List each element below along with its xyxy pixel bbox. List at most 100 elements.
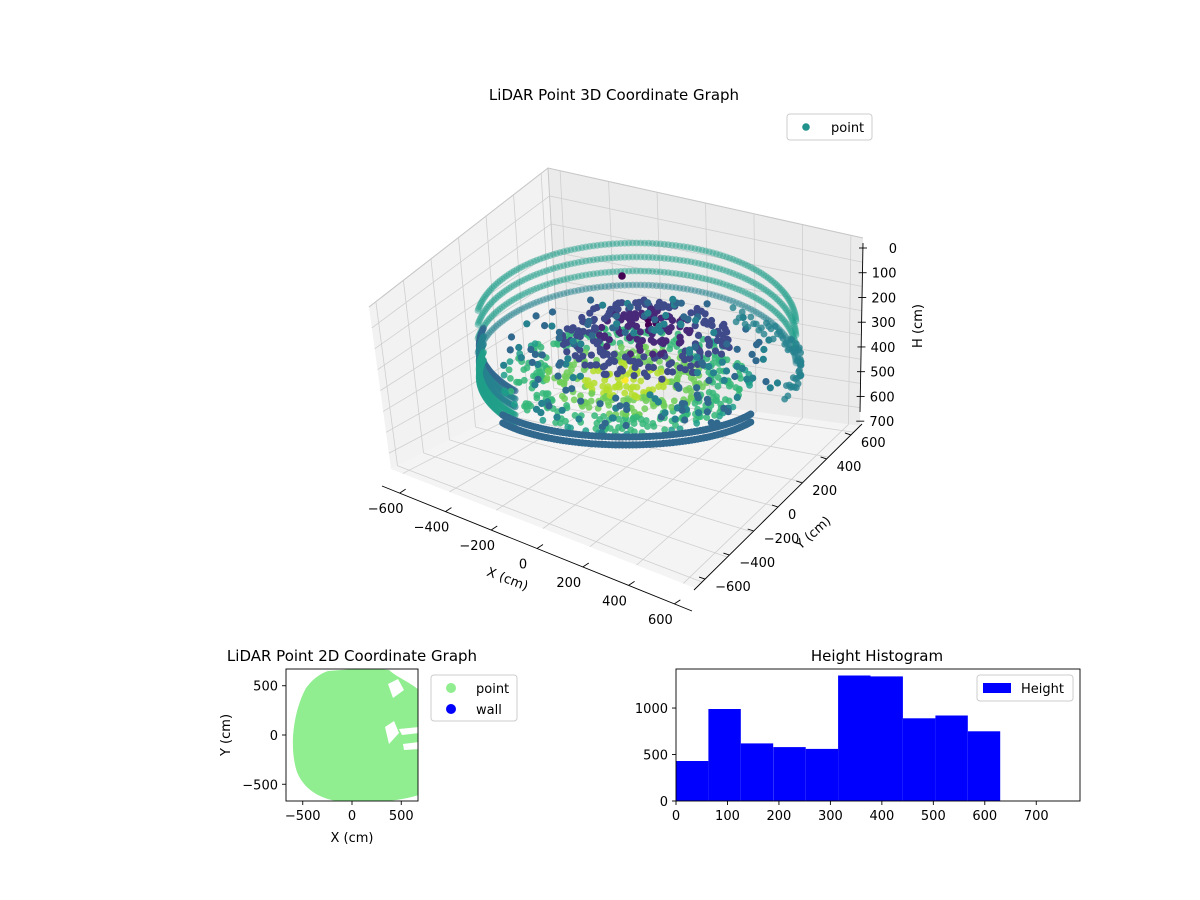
point-3d bbox=[543, 253, 550, 261]
point-3d bbox=[602, 370, 610, 378]
point-3d bbox=[719, 280, 727, 288]
point-3d bbox=[498, 289, 506, 297]
point-3d bbox=[792, 327, 799, 335]
point-3d bbox=[605, 254, 613, 262]
point-3d bbox=[586, 285, 593, 292]
point-3d bbox=[577, 397, 585, 405]
point-3d bbox=[713, 264, 720, 272]
point-3d bbox=[505, 284, 513, 292]
z-tick-label-3d: 600 bbox=[870, 390, 895, 405]
point-3d bbox=[660, 282, 668, 290]
point-3d bbox=[719, 266, 727, 274]
point-3d bbox=[660, 320, 668, 328]
point-3d bbox=[609, 254, 617, 262]
legend-label-point-2d: point bbox=[476, 682, 509, 697]
histogram-bar bbox=[903, 718, 936, 801]
point-3d bbox=[587, 296, 595, 304]
point-3d bbox=[786, 298, 794, 305]
point-3d bbox=[545, 368, 553, 376]
point-3d bbox=[747, 305, 755, 313]
point-3d bbox=[613, 383, 620, 390]
point-3d bbox=[578, 272, 586, 280]
point-3d bbox=[678, 406, 686, 414]
point-3d bbox=[498, 317, 506, 325]
point-3d bbox=[769, 278, 776, 285]
point-3d bbox=[741, 261, 749, 268]
point-3d bbox=[597, 241, 605, 249]
point-3d bbox=[527, 345, 535, 354]
point-3d bbox=[482, 319, 490, 327]
point-3d bbox=[752, 320, 760, 328]
z-axis-label-3d: H (cm) bbox=[911, 304, 926, 348]
gap-4 bbox=[403, 742, 418, 750]
point-3d bbox=[593, 270, 601, 277]
point-3d bbox=[481, 293, 489, 301]
x-tick-label-3d: 600 bbox=[648, 613, 673, 628]
point-3d bbox=[703, 414, 711, 421]
point-3d bbox=[641, 253, 648, 261]
point-3d bbox=[590, 379, 598, 387]
point-3d bbox=[791, 325, 799, 333]
point-3d bbox=[702, 261, 710, 269]
point-3d bbox=[760, 285, 768, 293]
point-3d bbox=[590, 270, 597, 278]
point-3d bbox=[732, 285, 740, 292]
point-3d bbox=[562, 375, 570, 382]
point-3d bbox=[597, 255, 605, 263]
point-3d bbox=[735, 386, 743, 394]
point-3d bbox=[538, 351, 546, 359]
point-3d bbox=[705, 341, 713, 349]
point-3d bbox=[698, 288, 706, 296]
point-3d bbox=[776, 313, 784, 320]
y-tick-label-hist: 500 bbox=[643, 749, 668, 764]
point-3d bbox=[716, 293, 724, 301]
point-3d bbox=[684, 271, 691, 279]
point-3d bbox=[747, 291, 755, 299]
point-3d bbox=[760, 299, 768, 307]
point-3d bbox=[649, 240, 656, 247]
point-3d bbox=[593, 340, 601, 348]
point-3d bbox=[617, 343, 625, 351]
point-3d bbox=[672, 284, 680, 291]
point-3d bbox=[543, 376, 550, 384]
x-tick-label-hist: 600 bbox=[972, 809, 997, 824]
z-tick-label-3d: 100 bbox=[872, 267, 897, 282]
point-3d bbox=[694, 394, 702, 402]
point-3d bbox=[552, 419, 560, 426]
point-3d bbox=[516, 306, 523, 314]
point-3d bbox=[732, 299, 740, 306]
point-3d bbox=[703, 300, 711, 308]
point-3d bbox=[484, 289, 491, 297]
point-3d bbox=[691, 399, 699, 407]
point-3d bbox=[687, 388, 695, 395]
point-3d bbox=[671, 415, 679, 423]
point-3d bbox=[476, 303, 483, 310]
point-3d bbox=[556, 263, 564, 270]
y-tick-label-hist: 1000 bbox=[635, 702, 668, 717]
point-3d bbox=[759, 355, 767, 363]
point-3d bbox=[633, 281, 640, 289]
point-3d bbox=[536, 283, 544, 291]
point-3d bbox=[507, 333, 516, 341]
point-3d bbox=[789, 317, 797, 325]
x-tick-label-hist: 300 bbox=[818, 809, 843, 824]
point-3d bbox=[490, 324, 498, 332]
z-axis-line bbox=[859, 242, 864, 413]
histogram-frame bbox=[675, 668, 1081, 802]
point-3d bbox=[625, 281, 633, 289]
point-3d bbox=[684, 243, 691, 251]
point-3d bbox=[752, 266, 760, 274]
point-cloud-2d bbox=[292, 669, 418, 801]
point-3d bbox=[792, 313, 799, 321]
point-3d bbox=[510, 267, 518, 275]
point-3d bbox=[474, 307, 482, 314]
point-3d bbox=[521, 290, 529, 297]
point-3d bbox=[729, 283, 737, 291]
point-3d bbox=[613, 320, 621, 328]
z-tick-label-3d: 500 bbox=[870, 366, 895, 381]
x-tick-label-3d: 200 bbox=[556, 576, 581, 591]
point-3d bbox=[508, 269, 515, 277]
x-tick-label-3d: 0 bbox=[519, 558, 527, 573]
point-3d bbox=[520, 376, 528, 384]
point-3d bbox=[501, 302, 508, 309]
